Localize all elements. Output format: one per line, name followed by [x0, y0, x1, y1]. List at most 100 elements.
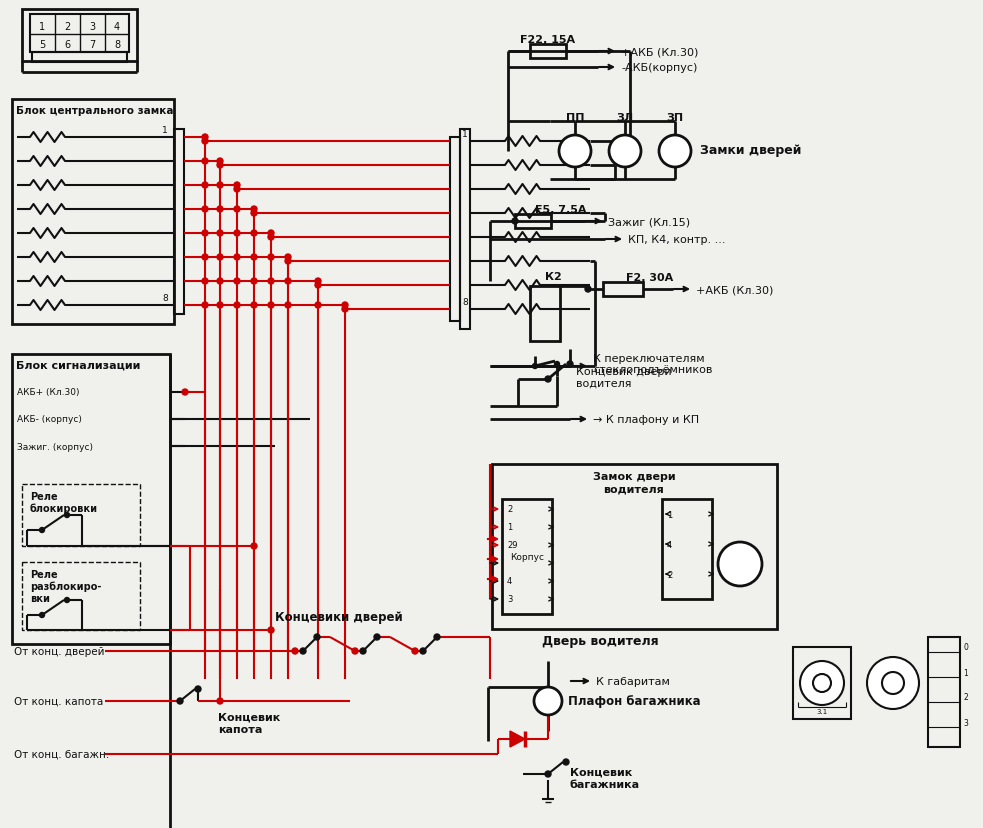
- Text: ЗЛ: ЗЛ: [616, 113, 634, 123]
- Text: Корпус: Корпус: [510, 553, 544, 562]
- Circle shape: [65, 513, 70, 518]
- Text: Реле: Реле: [30, 491, 58, 502]
- Text: КП, К4, контр. ...: КП, К4, контр. ...: [628, 234, 725, 245]
- Circle shape: [512, 219, 518, 224]
- Text: 3.1: 3.1: [816, 708, 828, 714]
- Circle shape: [234, 231, 240, 237]
- Circle shape: [217, 207, 223, 213]
- Text: Блок сигнализации: Блок сигнализации: [16, 360, 141, 371]
- Bar: [515, 214, 551, 229]
- Text: 3: 3: [963, 718, 968, 727]
- Circle shape: [65, 598, 70, 603]
- Text: 6: 6: [64, 40, 70, 50]
- Bar: [603, 282, 643, 296]
- Bar: [492, 465, 777, 629]
- Circle shape: [217, 231, 223, 237]
- Bar: [502, 499, 552, 614]
- Circle shape: [342, 303, 348, 309]
- Circle shape: [813, 674, 831, 692]
- Circle shape: [234, 255, 240, 261]
- Text: 2: 2: [667, 570, 672, 579]
- Circle shape: [217, 159, 223, 165]
- Circle shape: [534, 687, 562, 715]
- Bar: [22, 562, 140, 630]
- Text: 1: 1: [462, 129, 468, 138]
- Circle shape: [867, 657, 919, 709]
- Circle shape: [182, 389, 188, 396]
- Circle shape: [315, 282, 321, 289]
- Circle shape: [342, 306, 348, 313]
- Text: -АКБ(корпус): -АКБ(корпус): [621, 63, 697, 73]
- Circle shape: [234, 207, 240, 213]
- Circle shape: [202, 231, 208, 237]
- Text: АКБ- (корпус): АКБ- (корпус): [17, 415, 82, 424]
- Text: От конц. дверей: От конц. дверей: [14, 646, 104, 657]
- Circle shape: [545, 377, 551, 383]
- Text: 1: 1: [39, 22, 45, 32]
- Circle shape: [268, 279, 274, 285]
- Text: Замки дверей: Замки дверей: [700, 143, 801, 156]
- Text: К переключателям: К переключателям: [593, 354, 705, 363]
- Circle shape: [352, 648, 358, 654]
- Bar: [12, 100, 174, 325]
- Text: водителя: водителя: [576, 378, 631, 388]
- Circle shape: [559, 136, 591, 168]
- Circle shape: [609, 136, 641, 168]
- Circle shape: [251, 543, 257, 549]
- Polygon shape: [510, 731, 525, 747]
- Circle shape: [202, 183, 208, 189]
- Text: ЗП: ЗП: [666, 113, 683, 123]
- Circle shape: [585, 286, 591, 292]
- Circle shape: [268, 234, 274, 241]
- Circle shape: [217, 163, 223, 169]
- Text: 8: 8: [462, 297, 468, 306]
- Circle shape: [202, 207, 208, 213]
- Circle shape: [268, 303, 274, 309]
- Bar: [32, 53, 127, 63]
- Circle shape: [360, 648, 366, 654]
- Text: капота: капота: [218, 724, 262, 734]
- Text: Замок двери: Замок двери: [593, 471, 675, 481]
- Bar: [30, 15, 129, 53]
- Text: водителя: водителя: [604, 484, 665, 493]
- Circle shape: [177, 698, 183, 704]
- Text: От конц. багажн.: От конц. багажн.: [14, 749, 109, 759]
- Circle shape: [39, 613, 44, 618]
- Text: стеклоподъёмников: стеклоподъёмников: [593, 365, 713, 376]
- Text: К2: К2: [545, 272, 561, 282]
- Circle shape: [285, 255, 291, 261]
- Circle shape: [234, 303, 240, 309]
- Text: F2, 30А: F2, 30А: [626, 272, 673, 282]
- Circle shape: [285, 279, 291, 285]
- Text: 2: 2: [963, 693, 967, 701]
- Text: разблокиро-: разблокиро-: [30, 581, 101, 591]
- Circle shape: [202, 303, 208, 309]
- Text: 3: 3: [507, 595, 512, 604]
- Text: ПП: ПП: [566, 113, 584, 123]
- Circle shape: [285, 303, 291, 309]
- Text: Концевик: Концевик: [570, 767, 632, 777]
- Circle shape: [251, 211, 257, 217]
- Circle shape: [202, 139, 208, 145]
- Circle shape: [234, 187, 240, 193]
- Circle shape: [268, 628, 274, 633]
- Circle shape: [800, 662, 844, 705]
- Text: Реле: Реле: [30, 570, 58, 580]
- Circle shape: [268, 255, 274, 261]
- Circle shape: [195, 686, 201, 692]
- Text: 0: 0: [963, 643, 968, 652]
- Text: багажника: багажника: [570, 779, 640, 789]
- Bar: [793, 647, 851, 720]
- Bar: [530, 286, 560, 342]
- Text: +АКБ (Кл.30): +АКБ (Кл.30): [621, 47, 698, 57]
- Text: Концевик двери: Концевик двери: [576, 367, 671, 377]
- Circle shape: [202, 159, 208, 165]
- Bar: [450, 137, 460, 321]
- Text: Зажиг (Кл.15): Зажиг (Кл.15): [608, 217, 690, 227]
- Text: 3: 3: [88, 22, 95, 32]
- Text: 2: 2: [507, 505, 512, 514]
- Bar: [928, 638, 960, 747]
- Text: АКБ+ (Кл.30): АКБ+ (Кл.30): [17, 388, 80, 397]
- Circle shape: [285, 258, 291, 265]
- Text: Дверь водителя: Дверь водителя: [542, 635, 659, 647]
